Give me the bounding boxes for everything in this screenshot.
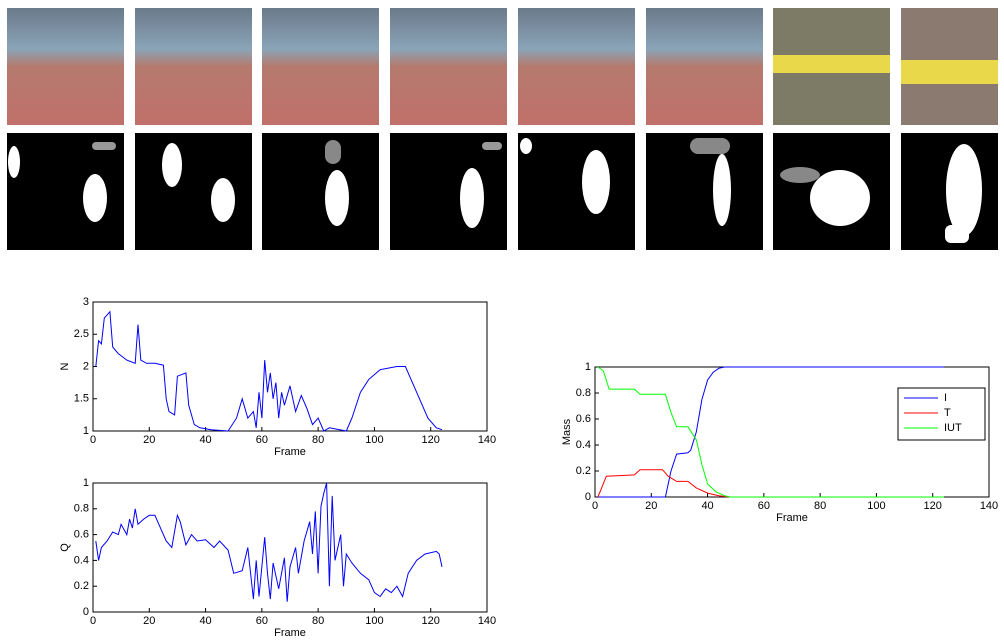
- board: [901, 60, 998, 84]
- y-tick-label: 2.5: [74, 328, 89, 340]
- x-tick-label: 0: [592, 500, 598, 512]
- x-tick-label: 140: [478, 615, 496, 627]
- data-line: [597, 366, 944, 498]
- x-tick-label: 80: [312, 434, 324, 446]
- data-line: [95, 310, 443, 432]
- video-frame: [7, 8, 124, 125]
- y-tick-label: 1: [83, 477, 89, 489]
- board: [773, 55, 890, 73]
- y-tick-label: 0: [83, 606, 89, 618]
- masks: [7, 133, 998, 250]
- x-tick-label: 140: [980, 500, 998, 512]
- data-line: [597, 366, 944, 498]
- video-frame: [390, 8, 507, 125]
- x-tick-label: 60: [758, 500, 770, 512]
- x-tick-label: 60: [256, 615, 268, 627]
- y-axis-label: Q: [59, 543, 71, 552]
- x-tick-label: 120: [422, 434, 440, 446]
- x-axis-label: Frame: [274, 627, 306, 639]
- x-tick-label: 20: [143, 615, 155, 627]
- legend-label: IUT: [944, 422, 962, 434]
- legend-label: I: [944, 392, 947, 404]
- y-tick-label: 0.4: [74, 554, 89, 566]
- y-tick-label: 1.5: [74, 393, 89, 405]
- y-tick-label: 1: [585, 361, 591, 373]
- y-tick-label: 0.8: [576, 387, 591, 399]
- mask: [518, 133, 635, 250]
- x-tick-label: 120: [924, 500, 942, 512]
- blobs: [8, 138, 982, 243]
- x-tick-label: 40: [701, 500, 713, 512]
- x-tick-label: 0: [90, 434, 96, 446]
- y-tick-label: 0.4: [576, 439, 591, 451]
- mask: [390, 133, 507, 250]
- mask: [135, 133, 252, 250]
- video-frame: [262, 8, 379, 125]
- data-line: [95, 482, 443, 602]
- frame-images: [7, 8, 998, 125]
- x-tick-label: 20: [645, 500, 657, 512]
- x-tick-label: 40: [199, 434, 211, 446]
- y-axis-label: Mass: [561, 418, 573, 445]
- plot-area: [92, 301, 488, 432]
- y-axis-label: N: [59, 362, 71, 370]
- mask: [262, 133, 379, 250]
- x-tick-label: 40: [199, 615, 211, 627]
- plot-area: [92, 482, 488, 613]
- x-tick-label: 100: [867, 500, 885, 512]
- x-tick-label: 100: [365, 434, 383, 446]
- y-tick-label: 0.2: [576, 465, 591, 477]
- legend-box: [897, 387, 986, 441]
- video-frame: [646, 8, 763, 125]
- legend-label: T: [944, 407, 951, 419]
- y-tick-label: 2: [83, 360, 89, 372]
- data-line: [597, 469, 944, 498]
- y-tick-label: 0.8: [74, 503, 89, 515]
- y-tick-label: 0.6: [576, 413, 591, 425]
- video-frame: [518, 8, 635, 125]
- video-frame: [135, 8, 252, 125]
- y-tick-label: 1: [83, 425, 89, 437]
- y-tick-label: 3: [83, 296, 89, 308]
- x-tick-label: 100: [365, 615, 383, 627]
- x-tick-label: 0: [90, 615, 96, 627]
- x-axis-label: Frame: [776, 512, 808, 524]
- x-tick-label: 20: [143, 434, 155, 446]
- x-axis-label: Frame: [274, 446, 306, 458]
- x-tick-label: 80: [814, 500, 826, 512]
- x-tick-label: 120: [422, 615, 440, 627]
- x-tick-label: 80: [312, 615, 324, 627]
- x-tick-label: 60: [256, 434, 268, 446]
- y-tick-label: 0: [585, 491, 591, 503]
- x-tick-label: 140: [478, 434, 496, 446]
- y-tick-label: 0.2: [74, 580, 89, 592]
- y-tick-label: 0.6: [74, 529, 89, 541]
